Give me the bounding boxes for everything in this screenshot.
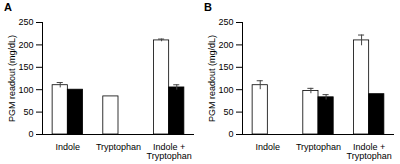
svg-text:50: 50 [23, 107, 33, 117]
svg-text:200: 200 [18, 40, 33, 50]
svg-text:50: 50 [223, 107, 233, 117]
svg-text:100: 100 [18, 85, 33, 95]
svg-text:150: 150 [218, 62, 233, 72]
svg-text:PGM readout (mg/dL): PGM readout (mg/dL) [207, 35, 217, 122]
svg-text:100: 100 [218, 85, 233, 95]
svg-text:250: 250 [218, 17, 233, 27]
svg-text:Tryptophan: Tryptophan [96, 142, 141, 152]
svg-text:Indole +Tryptophan: Indole +Tryptophan [147, 142, 192, 161]
svg-text:0: 0 [28, 129, 33, 139]
svg-text:Indole: Indole [56, 142, 81, 152]
svg-text:150: 150 [18, 62, 33, 72]
svg-text:PGM readout (mg/dL): PGM readout (mg/dL) [7, 35, 17, 122]
svg-text:200: 200 [218, 40, 233, 50]
html-text:A: A [4, 1, 12, 13]
svg-text:Indole: Indole [256, 142, 281, 152]
svg-text:250: 250 [18, 17, 33, 27]
svg-text:0: 0 [228, 129, 233, 139]
svg-text:Tryptophan: Tryptophan [296, 142, 341, 152]
html-text:B: B [204, 1, 212, 13]
svg-text:Indole +Tryptophan: Indole +Tryptophan [347, 142, 392, 161]
